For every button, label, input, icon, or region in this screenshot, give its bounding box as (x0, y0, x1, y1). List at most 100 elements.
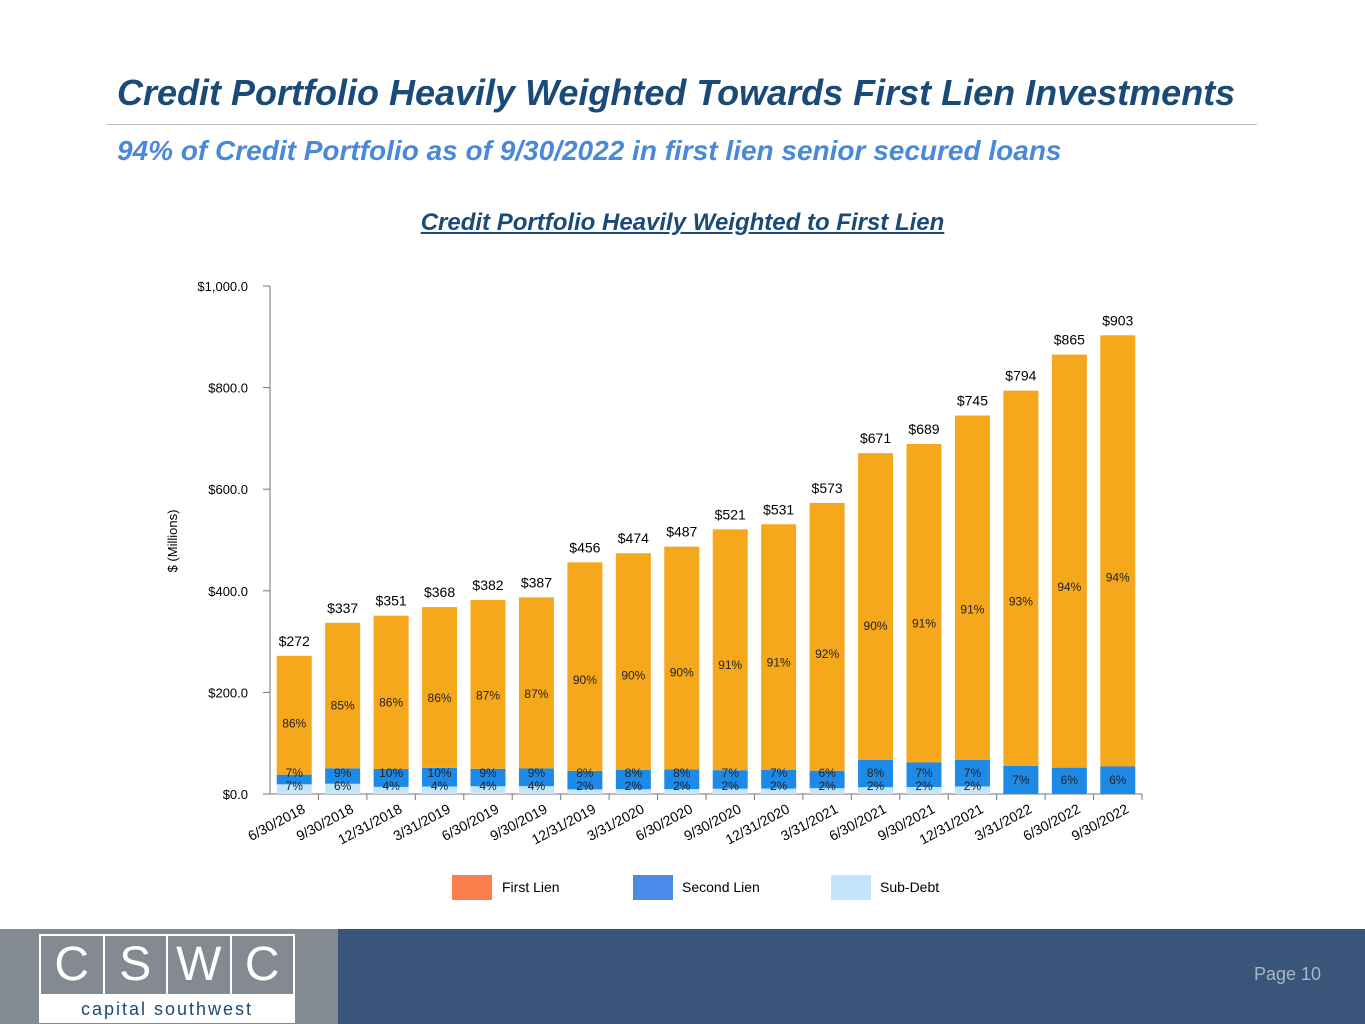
bar-second-lien (664, 769, 700, 790)
bar-second-lien (1003, 765, 1039, 794)
first-lien-percent-label: 87% (524, 687, 548, 701)
bar-second-lien (809, 770, 845, 789)
bar-second-lien (1100, 766, 1136, 794)
bar-sub-debt (615, 789, 651, 794)
first-lien-percent-label: 91% (767, 656, 791, 670)
bar-total-label: $368 (424, 584, 455, 600)
bar-total-label: $351 (376, 593, 407, 609)
legend-first-lien-label: First Lien (502, 879, 560, 895)
y-tick-label: $200.0 (208, 685, 248, 700)
bar-second-lien (1051, 767, 1087, 794)
second-lien-percent-label: 7% (1012, 773, 1030, 787)
bar-total-label: $903 (1102, 312, 1133, 328)
bar-total-label: $474 (618, 530, 649, 546)
bar-first-lien (809, 502, 845, 771)
second-lien-percent-label: 8% (673, 766, 691, 780)
bar-first-lien (761, 524, 797, 770)
bar-second-lien (518, 768, 554, 787)
bar-second-lien (325, 768, 361, 784)
bar-second-lien (422, 767, 458, 787)
bar-first-lien (712, 529, 748, 771)
y-tick-label: $0.0 (223, 787, 248, 802)
page-title: Credit Portfolio Heavily Weighted Toward… (117, 72, 1236, 113)
first-lien-percent-label: 87% (476, 688, 500, 702)
sub-debt-percent-label: 2% (722, 779, 740, 793)
bar-total-label: $337 (327, 600, 358, 616)
bar-second-lien (858, 759, 894, 788)
bar-first-lien (422, 607, 458, 768)
first-lien-percent-label: 85% (331, 698, 355, 712)
bar-total-label: $794 (1005, 368, 1036, 384)
bar-first-lien (1051, 354, 1087, 768)
bar-first-lien (567, 562, 603, 771)
bar-sub-debt (954, 786, 990, 794)
bar-total-label: $382 (472, 577, 503, 593)
first-lien-percent-label: 91% (912, 616, 936, 630)
bar-total-label: $521 (715, 506, 746, 522)
legend-second-lien-swatch (633, 875, 673, 900)
title-divider (107, 124, 1257, 125)
bar-second-lien (906, 762, 942, 787)
bar-sub-debt (664, 789, 700, 794)
first-lien-percent-label: 90% (670, 665, 694, 679)
logo-tagline: capital southwest (39, 996, 295, 1023)
sub-debt-percent-label: 2% (576, 779, 594, 793)
bar-second-lien (470, 768, 506, 787)
first-lien-percent-label: 94% (1057, 580, 1081, 594)
bar-sub-debt (858, 787, 894, 794)
sub-debt-percent-label: 2% (867, 779, 885, 793)
bar-second-lien (954, 759, 990, 787)
bar-sub-debt (470, 786, 506, 794)
bar-total-label: $531 (763, 501, 794, 517)
logo-letter: W (166, 934, 232, 996)
first-lien-percent-label: 90% (621, 669, 645, 683)
bar-second-lien (712, 770, 748, 789)
second-lien-percent-label: 8% (867, 766, 885, 780)
bar-total-label: $865 (1054, 332, 1085, 348)
first-lien-percent-label: 86% (282, 716, 306, 730)
sub-debt-percent-label: 2% (964, 779, 982, 793)
bar-sub-debt (809, 788, 845, 794)
bar-total-label: $387 (521, 574, 552, 590)
bar-second-lien (373, 769, 409, 787)
bar-sub-debt (518, 786, 554, 794)
second-lien-percent-label: 6% (818, 766, 836, 780)
bar-first-lien (615, 553, 651, 770)
second-lien-percent-label: 10% (379, 766, 403, 780)
bar-first-lien (664, 546, 700, 770)
bar-first-lien (470, 599, 506, 769)
sub-debt-percent-label: 2% (915, 779, 933, 793)
second-lien-percent-label: 7% (286, 766, 304, 780)
bar-sub-debt (761, 788, 797, 794)
page-number: Page 10 (1254, 964, 1322, 984)
page-subtitle: 94% of Credit Portfolio as of 9/30/2022 … (117, 135, 1062, 166)
legend-sub-debt-swatch (831, 875, 871, 900)
bar-total-label: $745 (957, 393, 988, 409)
second-lien-percent-label: 8% (576, 766, 594, 780)
first-lien-percent-label: 86% (379, 696, 403, 710)
first-lien-percent-label: 91% (718, 658, 742, 672)
second-lien-percent-label: 6% (1109, 773, 1127, 787)
bar-second-lien (761, 769, 797, 789)
bar-total-label: $573 (812, 480, 843, 496)
bar-sub-debt (906, 786, 942, 794)
first-lien-percent-label: 92% (815, 647, 839, 661)
bar-first-lien (954, 415, 990, 760)
bar-total-label: $272 (279, 633, 310, 649)
bar-first-lien (325, 622, 361, 769)
first-lien-percent-label: 93% (1009, 595, 1033, 609)
sub-debt-percent-label: 2% (673, 779, 691, 793)
logo-letter: S (102, 934, 168, 996)
bar-first-lien (906, 443, 942, 763)
sub-debt-percent-label: 6% (334, 779, 352, 793)
bar-sub-debt (276, 784, 312, 794)
bar-total-label: $456 (569, 539, 600, 555)
second-lien-percent-label: 7% (722, 766, 740, 780)
bar-first-lien (276, 655, 312, 775)
chart-title: Credit Portfolio Heavily Weighted to Fir… (420, 209, 945, 236)
first-lien-percent-label: 94% (1106, 571, 1130, 585)
y-tick-label: $400.0 (208, 584, 248, 599)
bar-first-lien (858, 453, 894, 760)
bar-sub-debt (325, 783, 361, 794)
